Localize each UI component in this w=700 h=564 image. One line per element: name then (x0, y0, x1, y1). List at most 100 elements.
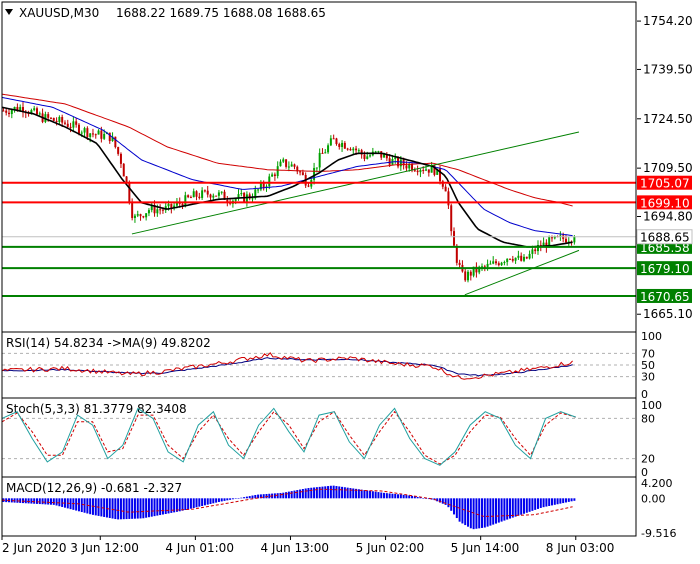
macd-histogram-bar (388, 493, 391, 499)
current-price-label: 1688.65 (640, 231, 690, 245)
macd-histogram-bar (251, 495, 254, 499)
candle-bear (335, 138, 338, 145)
candle-bull (97, 130, 100, 135)
candle-bull (259, 183, 262, 190)
macd-histogram-bar (105, 498, 108, 518)
macd-panel[interactable]: MACD(12,26,9) -0.681 -2.327 4.200 0.00 -9.5… (1, 477, 676, 540)
macd-histogram-bar (458, 498, 461, 522)
candle-bear (159, 209, 162, 211)
macd-histogram-bar (136, 498, 139, 519)
macd-histogram-bar (548, 498, 551, 506)
candle-bear (497, 263, 500, 266)
candle-bear (363, 154, 366, 159)
macd-histogram-bar (556, 498, 559, 505)
rsi-axis-label: 50 (641, 359, 655, 372)
macd-histogram-bar (475, 498, 478, 529)
candle-bear (153, 204, 156, 214)
candle-bull (419, 170, 422, 173)
macd-histogram-bar (139, 498, 142, 519)
macd-histogram-bar (5, 498, 8, 503)
macd-histogram-bar (469, 498, 472, 529)
macd-histogram-bar (318, 486, 321, 499)
rsi-line (1, 351, 573, 380)
macd-histogram-bar (327, 486, 330, 499)
candle-bear (262, 183, 265, 188)
candle-bull (89, 133, 92, 137)
stoch-axis-label: 0 (641, 466, 648, 479)
support-level-label: 1679.10 (640, 262, 690, 276)
macd-histogram-bar (539, 498, 542, 508)
macd-histogram-bar (508, 498, 511, 519)
macd-histogram-bar (187, 498, 190, 510)
macd-histogram-bar (189, 498, 192, 509)
candle-bear (139, 214, 142, 217)
macd-histogram-bar (371, 491, 374, 499)
macd-histogram-bar (531, 498, 534, 511)
candle-bull (517, 255, 520, 258)
candle-bear (142, 216, 145, 218)
candle-bull (201, 190, 204, 198)
macd-histogram-bar (357, 489, 360, 499)
macd-histogram-bar (550, 498, 553, 506)
macd-histogram-bar (391, 493, 394, 499)
macd-histogram-bar (341, 486, 344, 499)
macd-histogram-bar (301, 489, 304, 499)
macd-histogram-bar (147, 498, 150, 518)
rsi-panel[interactable]: RSI(14) 54.8234 ->MA(9) 49.8202 100 705030… (1, 330, 662, 401)
macd-histogram-bar (335, 486, 338, 499)
macd-histogram-bar (89, 498, 92, 515)
macd-axis-label: -9.516 (641, 527, 676, 540)
candle-bull (279, 161, 282, 167)
candle-bull (467, 271, 470, 281)
candle-bear (385, 154, 388, 159)
macd-histogram-bar (170, 498, 173, 513)
time-axis-label: 3 Jun 12:00 (70, 541, 139, 555)
macd-histogram-bar (77, 498, 80, 512)
candle-bull (147, 210, 150, 214)
macd-histogram-bar (413, 496, 416, 499)
macd-histogram-bar (497, 498, 500, 523)
macd-histogram-bar (425, 498, 428, 499)
dropdown-triangle-icon[interactable] (5, 9, 13, 15)
macd-histogram-bar (444, 498, 447, 505)
candle-bear (360, 150, 363, 155)
macd-histogram-bar (299, 489, 302, 499)
macd-histogram-bar (564, 498, 567, 503)
stoch-main-line (1, 407, 576, 466)
macd-histogram-bar (167, 498, 170, 514)
candle-bull (10, 110, 13, 115)
current-price-tag (636, 229, 693, 245)
candle-bull (369, 155, 372, 157)
candle-bull (536, 245, 539, 252)
candle-bull (212, 195, 215, 198)
macd-histogram-bar (511, 498, 514, 518)
macd-histogram-bar (439, 498, 442, 503)
price-axis-label: 1665.10 (643, 307, 693, 321)
macd-histogram-bar (402, 494, 405, 499)
macd-histogram-bar (30, 498, 33, 504)
main-price-panel[interactable]: 1754.20 1739.50 1724.50 1709.50 1694.80 1665.… (1, 14, 693, 555)
candle-bear (209, 194, 212, 198)
candle-bear (285, 159, 288, 167)
candle-bull (492, 261, 495, 264)
macd-histogram-bar (489, 498, 492, 526)
candle-bull (352, 148, 355, 151)
macd-histogram-bar (248, 496, 251, 499)
macd-histogram-bar (346, 487, 349, 499)
candle-bear (439, 168, 442, 182)
stoch-axis-label: 20 (641, 453, 655, 466)
resistance-level-tag (637, 175, 692, 190)
candle-bear (203, 190, 206, 192)
macd-histogram-bar (173, 498, 176, 513)
macd-histogram-bar (83, 498, 86, 513)
candle-bear (332, 138, 335, 140)
macd-histogram-bar (559, 498, 562, 504)
macd-histogram-bar (405, 495, 408, 499)
candle-bear (189, 197, 192, 199)
time-axis-label: 8 Jun 03:00 (546, 541, 615, 555)
macd-histogram-bar (287, 491, 290, 499)
